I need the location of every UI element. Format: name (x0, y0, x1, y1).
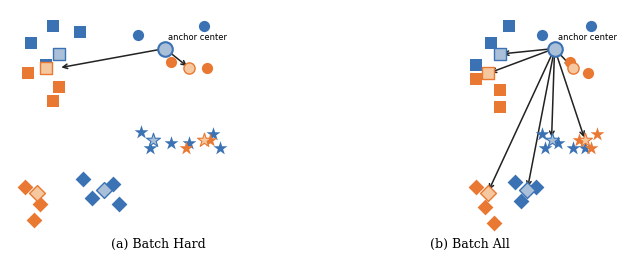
Point (214, 146, 225, 150)
Point (166, 141, 176, 145)
Point (199, 138, 209, 142)
Point (20, 185, 30, 189)
Point (99, 188, 109, 192)
Point (486, 41, 496, 45)
Point (516, 199, 526, 203)
Point (479, 205, 490, 209)
Title: (a) Batch Hard: (a) Batch Hard (111, 238, 206, 251)
Point (132, 33, 143, 37)
Point (547, 138, 557, 142)
Point (470, 185, 481, 189)
Point (54, 52, 64, 56)
Point (586, 146, 596, 150)
Point (550, 47, 560, 51)
Point (495, 88, 505, 92)
Point (75, 30, 85, 34)
Point (202, 66, 212, 70)
Point (470, 63, 481, 67)
Point (42, 63, 52, 67)
Point (160, 47, 170, 51)
Point (510, 179, 520, 184)
Point (552, 141, 563, 145)
Point (573, 138, 584, 142)
Point (136, 130, 146, 134)
Point (184, 141, 195, 145)
Point (166, 60, 176, 65)
Point (550, 47, 560, 51)
Point (54, 85, 64, 89)
Point (592, 132, 602, 136)
Title: (b) Batch All: (b) Batch All (429, 238, 509, 251)
Point (583, 71, 593, 76)
Point (522, 188, 532, 192)
Point (586, 24, 596, 28)
Point (470, 77, 481, 81)
Point (538, 132, 548, 136)
Text: anchor center: anchor center (168, 33, 227, 42)
Point (108, 182, 118, 186)
Point (114, 202, 124, 206)
Point (483, 71, 493, 76)
Point (78, 177, 88, 181)
Point (87, 196, 97, 200)
Point (568, 146, 578, 150)
Text: anchor center: anchor center (557, 33, 616, 42)
Point (199, 24, 209, 28)
Point (47, 99, 58, 103)
Point (209, 132, 219, 136)
Point (184, 66, 195, 70)
Point (205, 138, 216, 142)
Point (495, 52, 505, 56)
Point (540, 146, 550, 150)
Point (26, 41, 36, 45)
Point (580, 138, 590, 142)
Point (29, 218, 40, 222)
Point (145, 146, 155, 150)
Point (489, 221, 499, 225)
Point (42, 66, 52, 70)
Point (568, 66, 578, 70)
Point (32, 191, 42, 195)
Point (181, 146, 191, 150)
Point (47, 24, 58, 28)
Point (35, 202, 45, 206)
Point (160, 47, 170, 51)
Point (504, 24, 514, 28)
Point (148, 138, 158, 142)
Point (23, 71, 33, 76)
Point (580, 146, 590, 150)
Point (495, 105, 505, 109)
Point (483, 191, 493, 195)
Point (538, 33, 548, 37)
Point (564, 60, 575, 65)
Point (531, 185, 541, 189)
